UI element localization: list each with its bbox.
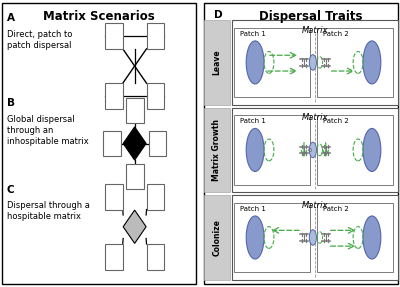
- Ellipse shape: [246, 216, 264, 259]
- Text: Matrix: Matrix: [302, 26, 328, 35]
- Bar: [146, 184, 164, 210]
- Polygon shape: [123, 127, 146, 160]
- Bar: [148, 131, 166, 156]
- Text: Matrix: Matrix: [302, 113, 328, 122]
- Text: Patch 1: Patch 1: [240, 118, 266, 124]
- Text: Leave: Leave: [212, 50, 221, 75]
- Bar: [232, 195, 398, 280]
- Text: Patch 2: Patch 2: [323, 118, 348, 124]
- Text: Patch 1: Patch 1: [240, 31, 266, 36]
- Text: o: o: [308, 147, 312, 153]
- Bar: [234, 115, 310, 185]
- Ellipse shape: [363, 41, 381, 84]
- Bar: [146, 244, 164, 270]
- Text: B: B: [7, 98, 15, 108]
- Text: Matrix Growth: Matrix Growth: [212, 119, 221, 181]
- Ellipse shape: [363, 128, 381, 171]
- Bar: [105, 244, 123, 270]
- Text: Matrix: Matrix: [302, 201, 328, 210]
- Bar: [103, 131, 121, 156]
- Ellipse shape: [363, 216, 381, 259]
- Text: Colonize: Colonize: [212, 219, 221, 256]
- Bar: [232, 20, 398, 105]
- Ellipse shape: [309, 230, 316, 245]
- Ellipse shape: [246, 128, 264, 171]
- Bar: [317, 28, 393, 97]
- Bar: [146, 83, 164, 109]
- Bar: [204, 108, 230, 192]
- Ellipse shape: [309, 55, 316, 70]
- Bar: [204, 195, 230, 280]
- Text: Patch 1: Patch 1: [240, 206, 266, 212]
- Ellipse shape: [309, 142, 316, 158]
- Bar: [317, 115, 393, 185]
- Bar: [204, 20, 230, 105]
- Bar: [105, 23, 123, 49]
- Text: Patch 2: Patch 2: [323, 31, 348, 36]
- Bar: [126, 164, 144, 189]
- Ellipse shape: [246, 41, 264, 84]
- Bar: [234, 28, 310, 97]
- Text: Global dispersal
through an
inhospitable matrix: Global dispersal through an inhospitable…: [7, 115, 89, 146]
- Text: Direct, patch to
patch dispersal: Direct, patch to patch dispersal: [7, 30, 72, 50]
- Bar: [232, 108, 398, 192]
- Text: C: C: [7, 185, 14, 195]
- Text: Dispersal Traits: Dispersal Traits: [259, 10, 363, 23]
- Bar: [234, 203, 310, 272]
- Bar: [317, 203, 393, 272]
- Text: Patch 2: Patch 2: [323, 206, 348, 212]
- Text: D: D: [214, 10, 222, 20]
- Bar: [146, 23, 164, 49]
- Polygon shape: [123, 210, 146, 243]
- Text: Matrix Scenarios: Matrix Scenarios: [43, 10, 155, 23]
- Text: Dispersal through a
hospitable matrix: Dispersal through a hospitable matrix: [7, 201, 90, 221]
- Text: A: A: [7, 13, 15, 23]
- Bar: [105, 83, 123, 109]
- Bar: [105, 184, 123, 210]
- Bar: [126, 98, 144, 123]
